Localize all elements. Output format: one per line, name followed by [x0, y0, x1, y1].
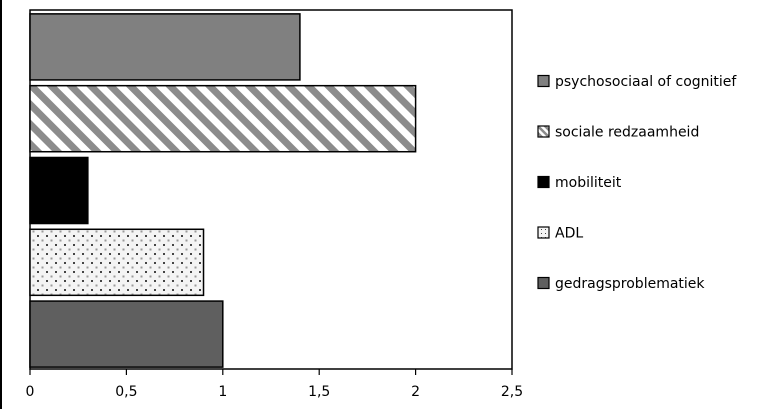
x-tick-label: 2 — [411, 384, 420, 400]
bar-gedragsproblematiek — [29, 300, 224, 368]
legend-label-sociale-redzaamheid: sociale redzaamheid — [555, 125, 699, 141]
bar-psychosociaal-of-cognitief — [29, 13, 301, 81]
x-axis: 0 0,5 1 1,5 2 2,5 — [26, 369, 523, 400]
bar-adl — [29, 228, 205, 297]
legend-swatch-adl — [537, 226, 550, 239]
legend-swatch-sociale-redzaamheid — [537, 125, 550, 138]
legend-label-adl: ADL — [555, 226, 583, 242]
x-tick-label: 0 — [26, 384, 35, 400]
legend-swatch-mobiliteit — [537, 175, 550, 189]
legend-swatch-gedragsproblematiek — [537, 276, 550, 290]
bar-sociale-redzaamheid — [29, 84, 417, 153]
legend-label-gedragsproblematiek: gedragsproblematiek — [555, 276, 705, 292]
x-tick-label: 2,5 — [501, 384, 523, 400]
legend-swatch-psychosociaal-of-cognitief — [537, 74, 550, 88]
x-tick-label: 1 — [218, 384, 227, 400]
legend: psychosociaal of cognitief sociale redzaa… — [537, 74, 737, 292]
x-tick-label: 0,5 — [115, 384, 137, 400]
x-tick-label: 1,5 — [308, 384, 330, 400]
bars-group — [29, 13, 417, 368]
bar-mobiliteit — [29, 156, 89, 225]
legend-label-mobiliteit: mobiliteit — [555, 175, 622, 191]
legend-label-psychosociaal-of-cognitief: psychosociaal of cognitief — [555, 74, 737, 90]
